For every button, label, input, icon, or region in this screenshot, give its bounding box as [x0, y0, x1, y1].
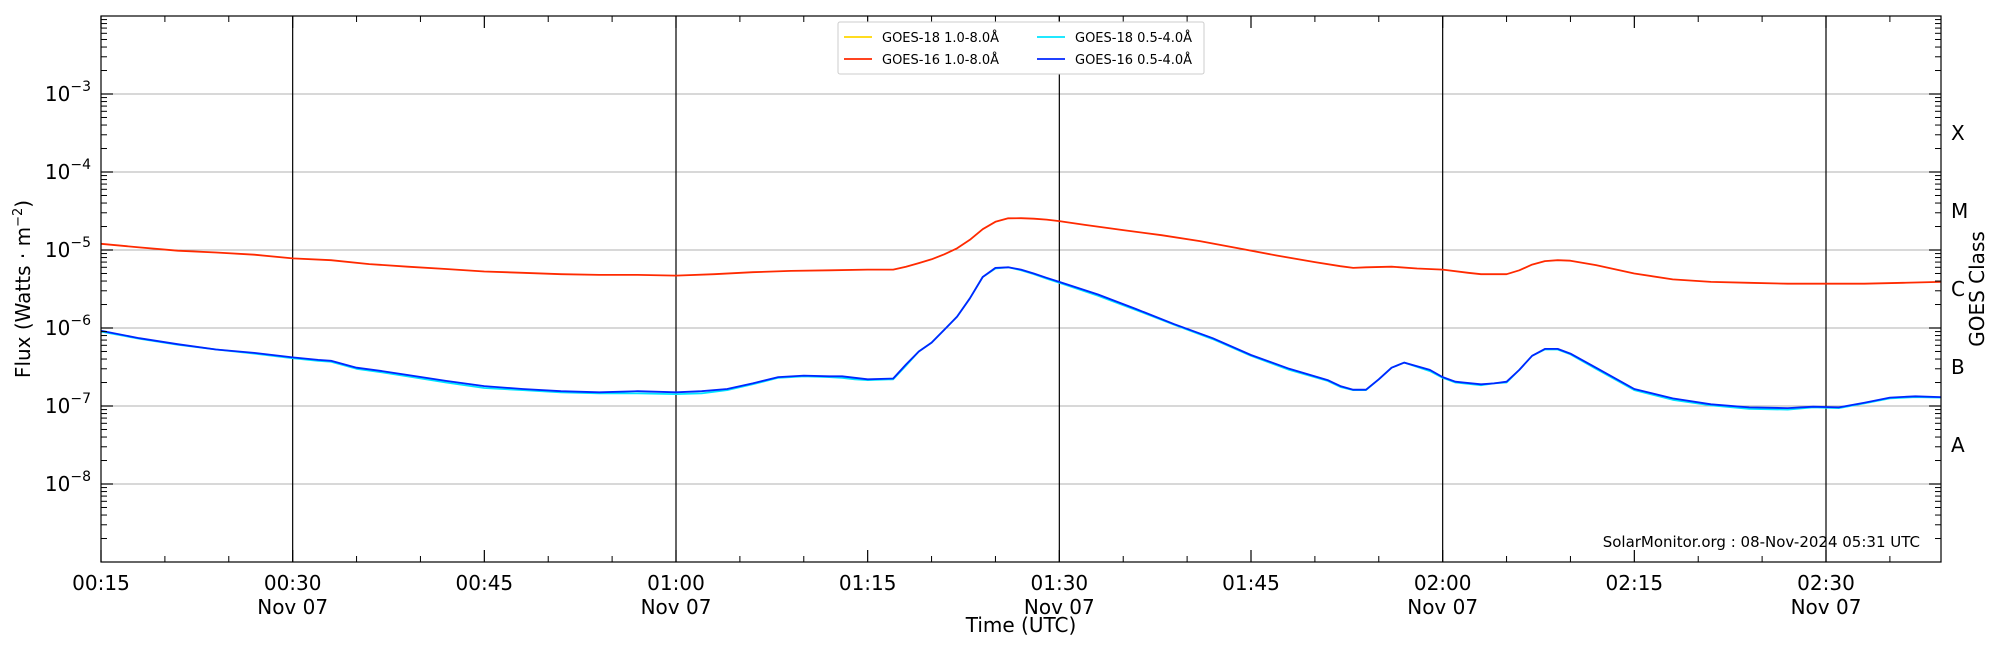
y-tick-label: 10−3: [45, 79, 91, 106]
y-axis-title-main: Flux (Watts · m: [11, 227, 35, 378]
series-line-2: [100, 266, 1942, 411]
day-vertical-lines: [292, 16, 1827, 562]
x-tick-date-label: Nov 07: [641, 595, 712, 619]
goes-class-label: C: [1951, 277, 1965, 301]
legend-items: GOES-18 1.0-8.0Å GOES-16 1.0-8.0Å GOES-18 …: [844, 30, 1192, 68]
x-tick-date-label: Nov 07: [1024, 595, 1095, 619]
x-tick-date-label: Nov 07: [1791, 595, 1862, 619]
chart-legend: GOES-18 1.0-8.0Å GOES-16 1.0-8.0Å GOES-18 …: [837, 21, 1205, 75]
series-lines: [100, 217, 1942, 411]
y-tick-label: 10−6: [45, 313, 91, 340]
x-tick-label: 00:45: [456, 571, 514, 595]
x-tick-label: 02:30: [1797, 571, 1855, 595]
legend-box: [837, 21, 1205, 75]
x-tick-date-label: Nov 07: [257, 595, 328, 619]
legend-label-0: GOES-18 1.0-8.0Å: [882, 30, 999, 46]
x-tick-label: 00:30: [264, 571, 322, 595]
x-tick-label: 02:15: [1606, 571, 1664, 595]
y-tick-label: 10−4: [45, 157, 91, 184]
goes-class-labels: A B C M X: [1951, 121, 1968, 457]
watermark: SolarMonitor.org : 08-Nov-2024 05:31 UTC: [1603, 533, 1920, 551]
goes-class-label: M: [1951, 199, 1968, 223]
y-axis-ticks: 10−8 10−7 10−6 10−5 10−4 10−3: [45, 19, 1941, 540]
y-axis-title: Flux (Watts · m−2): [11, 200, 35, 378]
y-tick-label: 10−8: [45, 469, 91, 496]
y-tick-label: 10−7: [45, 391, 91, 418]
plot-frame: [100, 15, 1942, 563]
grid-lines: [101, 93, 1941, 485]
y-tick-label: 10−5: [45, 235, 91, 262]
y-axis-title-close: ): [11, 200, 35, 208]
x-tick-label: 01:00: [647, 571, 705, 595]
legend-label-3: GOES-16 0.5-4.0Å: [1075, 52, 1192, 68]
series-line-1: [100, 217, 1942, 285]
x-tick-date-label: Nov 07: [1407, 595, 1478, 619]
x-tick-label: 02:00: [1414, 571, 1472, 595]
series-line-3: [100, 266, 1942, 410]
legend-label-2: GOES-18 0.5-4.0Å: [1075, 30, 1192, 46]
goes-class-label: X: [1951, 121, 1965, 145]
legend-label-1: GOES-16 1.0-8.0Å: [882, 52, 999, 68]
x-tick-label: 01:45: [1222, 571, 1280, 595]
y-axis-title-exponent: −2: [11, 208, 26, 227]
x-axis-title: Time (UTC): [965, 613, 1077, 637]
x-tick-label: 00:15: [72, 571, 130, 595]
goes-class-title: GOES Class: [1965, 231, 1989, 347]
x-tick-label: 01:15: [839, 571, 897, 595]
goes-class-label: B: [1951, 355, 1965, 379]
goes-class-label: A: [1951, 433, 1965, 457]
x-tick-label: 01:30: [1031, 571, 1089, 595]
